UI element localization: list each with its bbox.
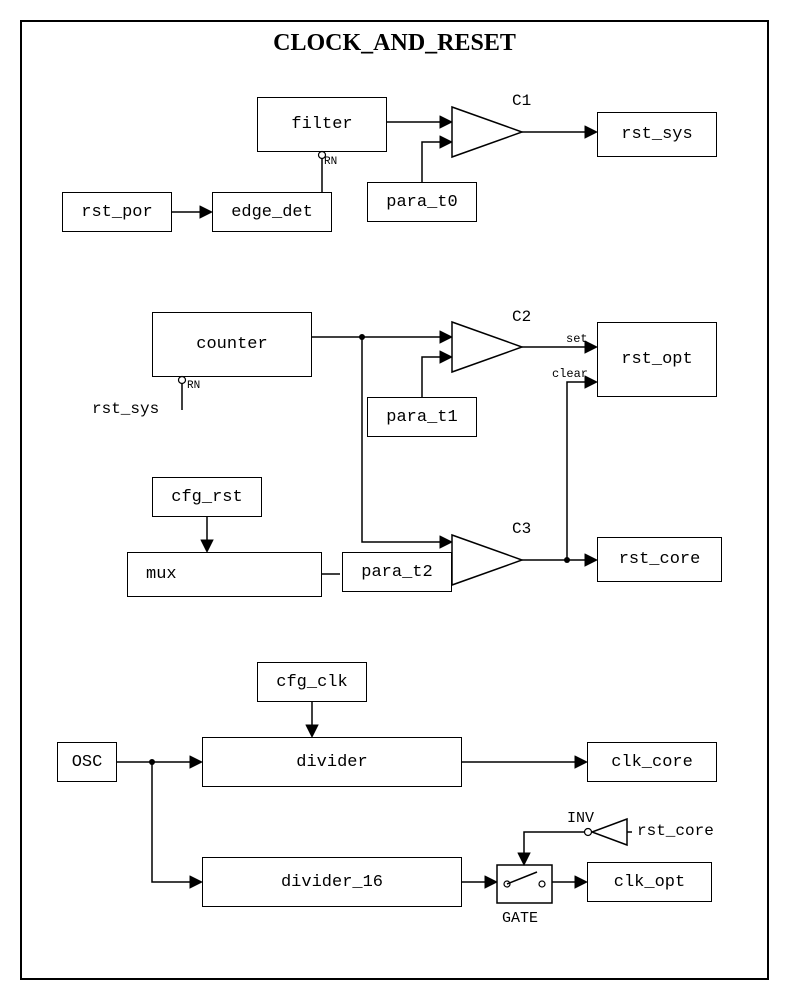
block-rst-por: rst_por bbox=[62, 192, 172, 232]
block-cfg-rst: cfg_rst bbox=[152, 477, 262, 517]
label-comp3: 比较器 bbox=[474, 554, 501, 567]
block-para-t2: para_t2 bbox=[342, 552, 452, 592]
label-gate: GATE bbox=[502, 910, 538, 927]
label-rst-core-in: rst_core bbox=[637, 822, 714, 840]
label-rn1: RN bbox=[324, 156, 337, 168]
block-counter: counter bbox=[152, 312, 312, 377]
block-divider-16: divider_16 bbox=[202, 857, 462, 907]
label-comp1: 比较器 bbox=[474, 126, 501, 139]
block-filter: filter bbox=[257, 97, 387, 152]
block-edge-det: edge_det bbox=[212, 192, 332, 232]
label-c1: C1 bbox=[512, 92, 531, 110]
label-rn2: RN bbox=[187, 380, 200, 392]
label-c3: C3 bbox=[512, 520, 531, 538]
label-set: set bbox=[566, 332, 588, 346]
block-osc: OSC bbox=[57, 742, 117, 782]
diagram-title: CLOCK_AND_RESET bbox=[22, 30, 767, 57]
block-mux: mux bbox=[127, 552, 322, 597]
label-inv: INV bbox=[567, 810, 594, 827]
block-cfg-clk: cfg_clk bbox=[257, 662, 367, 702]
label-rst-sys-in: rst_sys bbox=[92, 400, 159, 418]
block-clk-core: clk_core bbox=[587, 742, 717, 782]
block-clk-opt: clk_opt bbox=[587, 862, 712, 902]
block-rst-opt: rst_opt bbox=[597, 322, 717, 397]
label-comp2: 比较器 bbox=[474, 342, 501, 355]
block-divider: divider bbox=[202, 737, 462, 787]
label-clear: clear bbox=[552, 367, 588, 381]
block-para-t1: para_t1 bbox=[367, 397, 477, 437]
block-rst-sys-out: rst_sys bbox=[597, 112, 717, 157]
block-para-t0: para_t0 bbox=[367, 182, 477, 222]
label-c2: C2 bbox=[512, 308, 531, 326]
block-rst-core-out: rst_core bbox=[597, 537, 722, 582]
diagram-container: CLOCK_AND_RESET filter rst_por edge_det … bbox=[20, 20, 769, 980]
